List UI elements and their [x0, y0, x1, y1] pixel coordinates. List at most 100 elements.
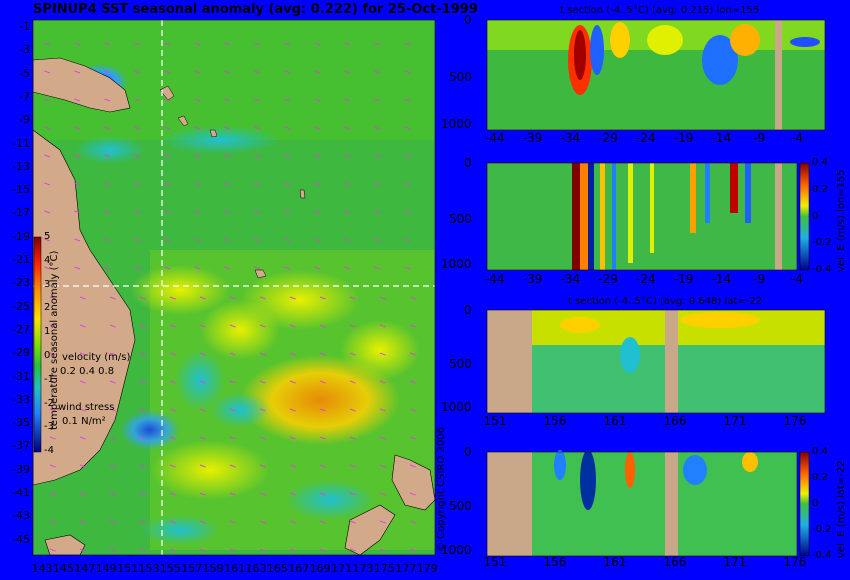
wind-vector	[44, 154, 51, 158]
wind-vector	[44, 238, 51, 242]
map-y-tick: -9	[19, 113, 30, 127]
colorbar-tick: 0	[812, 498, 819, 509]
wind-vector	[319, 380, 326, 384]
wind-vector	[344, 210, 351, 214]
wind-vector	[79, 492, 86, 496]
map-y-tick: -35	[12, 416, 30, 430]
wind-vector	[199, 296, 206, 300]
wind-vector	[134, 98, 141, 102]
wind-vector	[224, 238, 231, 242]
wind-vector	[349, 380, 356, 384]
wind-vector	[104, 42, 111, 46]
wind-vector	[164, 238, 171, 242]
wind-vector	[74, 98, 81, 102]
map-y-tick: -5	[19, 66, 30, 80]
wind-vector	[79, 408, 86, 412]
map-colorbar-tick: -1	[44, 373, 54, 385]
wind-vector	[139, 464, 146, 468]
colorbar-tick: -0.4	[812, 264, 832, 275]
wind-vector	[224, 98, 231, 102]
wind-vector	[409, 436, 416, 440]
wind-vector	[44, 98, 51, 102]
wind-vector	[229, 296, 236, 300]
wind-vector	[254, 70, 261, 74]
colorbar-tick: 0.2	[812, 183, 828, 195]
wind-vector	[139, 520, 146, 524]
wind-vector	[169, 408, 176, 412]
wind-vector	[289, 380, 296, 384]
wind-vector	[199, 352, 206, 356]
section-y-tick: 1000	[441, 543, 472, 557]
wind-vector	[194, 210, 201, 214]
wind-vector	[169, 548, 176, 552]
wind-vector	[139, 380, 146, 384]
wind-vector	[229, 520, 236, 524]
wind-vector	[379, 408, 386, 412]
wind-vector	[134, 238, 141, 242]
map-y-tick: -39	[12, 462, 30, 476]
wind-vector	[79, 380, 86, 384]
map-x-tick: 161	[224, 562, 246, 575]
wind-vector	[314, 154, 321, 158]
section-y-tick: 500	[449, 211, 472, 226]
map-y-tick: -33	[12, 392, 30, 406]
wind-vector	[404, 210, 411, 214]
wind-vector	[164, 266, 171, 270]
wind-vector	[319, 548, 326, 552]
map-y-tick: -27	[12, 322, 30, 336]
wind-vector	[404, 42, 411, 46]
wind-vector	[134, 70, 141, 74]
wind-vector	[349, 408, 356, 412]
wind-vector	[349, 296, 356, 300]
section-x-tick: -24	[636, 272, 656, 286]
wind-vector	[254, 98, 261, 102]
wind-vector	[404, 98, 411, 102]
wind-vector	[229, 548, 236, 552]
section-x-tick: -19	[673, 131, 694, 145]
section-x-tick: -34	[560, 272, 581, 286]
wind-vector	[379, 380, 386, 384]
map-y-tick: -45	[12, 532, 30, 546]
wind-vector	[134, 154, 141, 158]
map-x-tick: 165	[266, 562, 288, 575]
section-y-tick: 1000	[441, 257, 472, 271]
wind-vector	[229, 352, 236, 356]
wind-vector	[259, 324, 266, 328]
wind-vector	[49, 548, 56, 552]
map-y-tick: -31	[12, 369, 30, 383]
wind-vector	[349, 492, 356, 496]
velocity-legend-title: velocity (m/s)	[62, 352, 131, 363]
wind-vector	[169, 380, 176, 384]
wind-vector	[139, 296, 146, 300]
wind-vector	[104, 98, 111, 102]
wind-vector	[109, 436, 116, 440]
wind-vector	[284, 98, 291, 102]
wind-vector	[409, 296, 416, 300]
wind-vector	[194, 70, 201, 74]
wind-vector	[49, 408, 56, 412]
wind-vector	[44, 70, 51, 74]
section-x-tick: -34	[560, 131, 581, 145]
wind-vector	[344, 182, 351, 186]
section-x-tick: 171	[723, 555, 747, 569]
wind-vector	[224, 182, 231, 186]
wind-vector	[259, 464, 266, 468]
wind-vector	[284, 266, 291, 270]
wind-vector	[79, 324, 86, 328]
wind-vector	[374, 126, 381, 130]
wind-vector	[49, 352, 56, 356]
wind-vector	[139, 408, 146, 412]
wind-vector	[289, 520, 296, 524]
map-x-tick: 153	[138, 562, 160, 575]
wind-vector	[319, 492, 326, 496]
wind-vector	[194, 266, 201, 270]
map-y-tick: -23	[12, 276, 30, 290]
wind-vector	[199, 408, 206, 412]
wind-vector	[164, 98, 171, 102]
section-x-tick: 176	[783, 555, 807, 569]
map-x-tick: 163	[245, 562, 267, 575]
wind-vector	[259, 408, 266, 412]
wind-vector	[109, 520, 116, 524]
wind-vector	[44, 266, 51, 270]
wind-vector	[224, 266, 231, 270]
